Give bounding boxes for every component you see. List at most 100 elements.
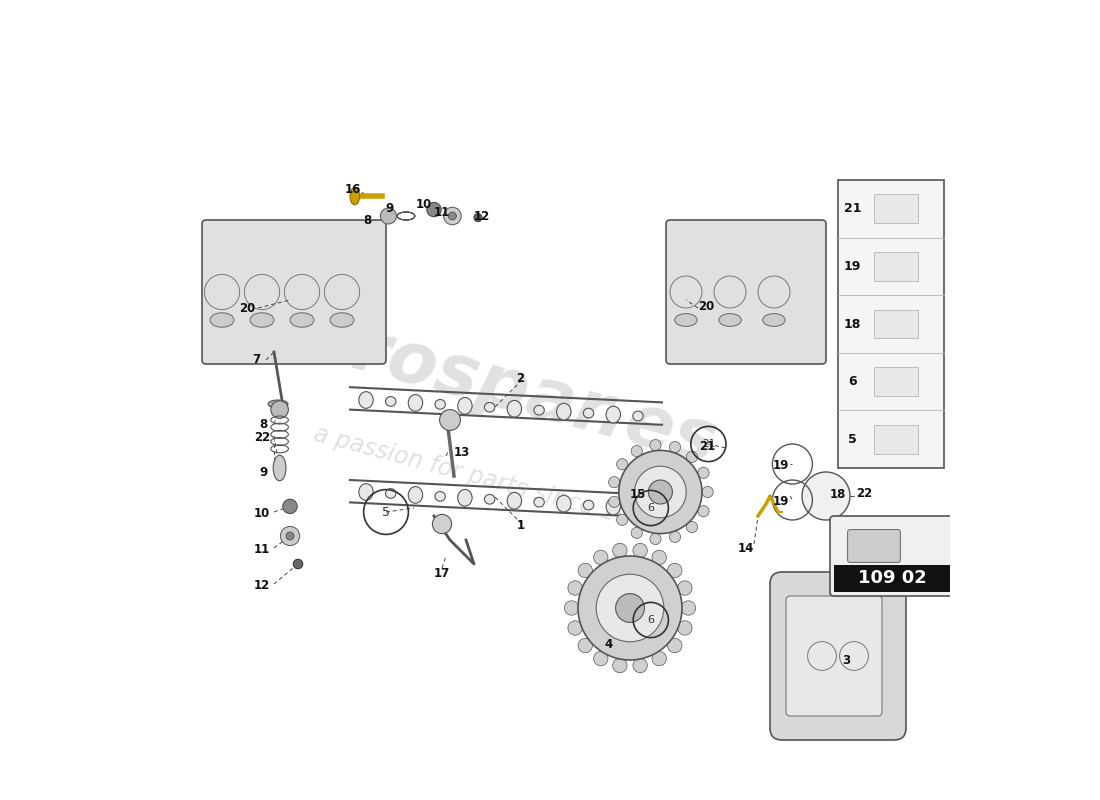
Text: 10: 10: [254, 507, 271, 520]
Ellipse shape: [583, 500, 594, 510]
Bar: [834, 565, 950, 592]
Ellipse shape: [250, 313, 274, 327]
Circle shape: [686, 451, 697, 462]
Text: 13: 13: [454, 446, 470, 458]
Bar: [874, 194, 918, 223]
Circle shape: [632, 543, 647, 558]
Text: 109 02: 109 02: [858, 570, 926, 587]
Ellipse shape: [606, 406, 620, 423]
Bar: [874, 367, 918, 396]
Circle shape: [802, 472, 850, 520]
Text: 11: 11: [254, 543, 271, 556]
Ellipse shape: [557, 495, 571, 512]
Ellipse shape: [583, 408, 594, 418]
Ellipse shape: [458, 490, 472, 506]
Text: 17: 17: [433, 567, 450, 580]
Circle shape: [594, 651, 608, 666]
Text: 16: 16: [344, 183, 361, 196]
Ellipse shape: [534, 406, 544, 415]
Ellipse shape: [359, 484, 373, 500]
Circle shape: [616, 594, 645, 622]
Text: 2: 2: [516, 372, 525, 385]
Text: a passion for parts since 1985: a passion for parts since 1985: [310, 422, 661, 538]
Ellipse shape: [350, 187, 360, 205]
Circle shape: [697, 467, 710, 478]
Text: 19: 19: [844, 260, 861, 273]
Circle shape: [686, 522, 697, 533]
Ellipse shape: [385, 397, 396, 406]
Text: 21: 21: [702, 439, 715, 449]
Text: 3: 3: [842, 654, 850, 666]
Text: 20: 20: [697, 300, 714, 313]
Text: 21: 21: [698, 440, 715, 453]
Ellipse shape: [507, 492, 521, 509]
Circle shape: [568, 581, 582, 595]
Circle shape: [668, 638, 682, 653]
Circle shape: [579, 638, 593, 653]
Text: 15: 15: [630, 488, 646, 501]
Text: 1: 1: [516, 519, 525, 532]
Ellipse shape: [330, 313, 354, 327]
Circle shape: [294, 559, 302, 569]
Ellipse shape: [762, 314, 785, 326]
Circle shape: [432, 514, 452, 534]
Ellipse shape: [434, 491, 446, 502]
Circle shape: [381, 208, 396, 224]
Circle shape: [594, 550, 608, 565]
Text: 4: 4: [604, 638, 613, 650]
Ellipse shape: [458, 398, 472, 414]
Text: eurospar.es: eurospar.es: [249, 290, 724, 478]
FancyBboxPatch shape: [202, 220, 386, 364]
Circle shape: [578, 556, 682, 660]
Text: 6: 6: [848, 375, 857, 388]
Circle shape: [564, 601, 579, 615]
Text: 5: 5: [848, 433, 857, 446]
Ellipse shape: [385, 489, 396, 498]
Ellipse shape: [484, 402, 495, 412]
Circle shape: [440, 410, 461, 430]
Bar: [874, 425, 918, 454]
Ellipse shape: [210, 313, 234, 327]
FancyBboxPatch shape: [848, 530, 901, 562]
Circle shape: [650, 534, 661, 545]
Circle shape: [631, 527, 642, 538]
Circle shape: [286, 532, 294, 540]
Ellipse shape: [359, 392, 373, 408]
Text: 6: 6: [647, 503, 654, 513]
Text: 19: 19: [772, 495, 789, 508]
Ellipse shape: [273, 455, 286, 481]
Circle shape: [635, 466, 686, 518]
Circle shape: [619, 450, 702, 534]
Circle shape: [449, 212, 456, 220]
Text: 10: 10: [416, 198, 431, 211]
Circle shape: [568, 621, 582, 635]
Circle shape: [427, 202, 441, 217]
Circle shape: [678, 581, 692, 595]
Circle shape: [670, 531, 681, 542]
Text: 5: 5: [382, 506, 390, 518]
Circle shape: [608, 477, 619, 488]
Text: 11: 11: [433, 206, 450, 219]
Ellipse shape: [557, 403, 571, 420]
Text: 8: 8: [260, 418, 267, 430]
Circle shape: [280, 526, 299, 546]
Ellipse shape: [484, 494, 495, 504]
FancyBboxPatch shape: [830, 516, 954, 596]
Circle shape: [668, 563, 682, 578]
Bar: [874, 252, 918, 281]
Circle shape: [443, 207, 461, 225]
Circle shape: [697, 506, 710, 517]
Circle shape: [652, 550, 667, 565]
Text: 20: 20: [240, 302, 255, 314]
Circle shape: [702, 486, 713, 498]
Circle shape: [271, 401, 288, 418]
Ellipse shape: [408, 486, 422, 503]
Circle shape: [613, 543, 627, 558]
Ellipse shape: [290, 313, 314, 327]
Circle shape: [608, 496, 619, 507]
Circle shape: [650, 439, 661, 450]
Text: 12: 12: [254, 579, 271, 592]
Text: 21: 21: [844, 202, 861, 215]
Ellipse shape: [632, 503, 644, 513]
Text: 7: 7: [252, 354, 261, 366]
